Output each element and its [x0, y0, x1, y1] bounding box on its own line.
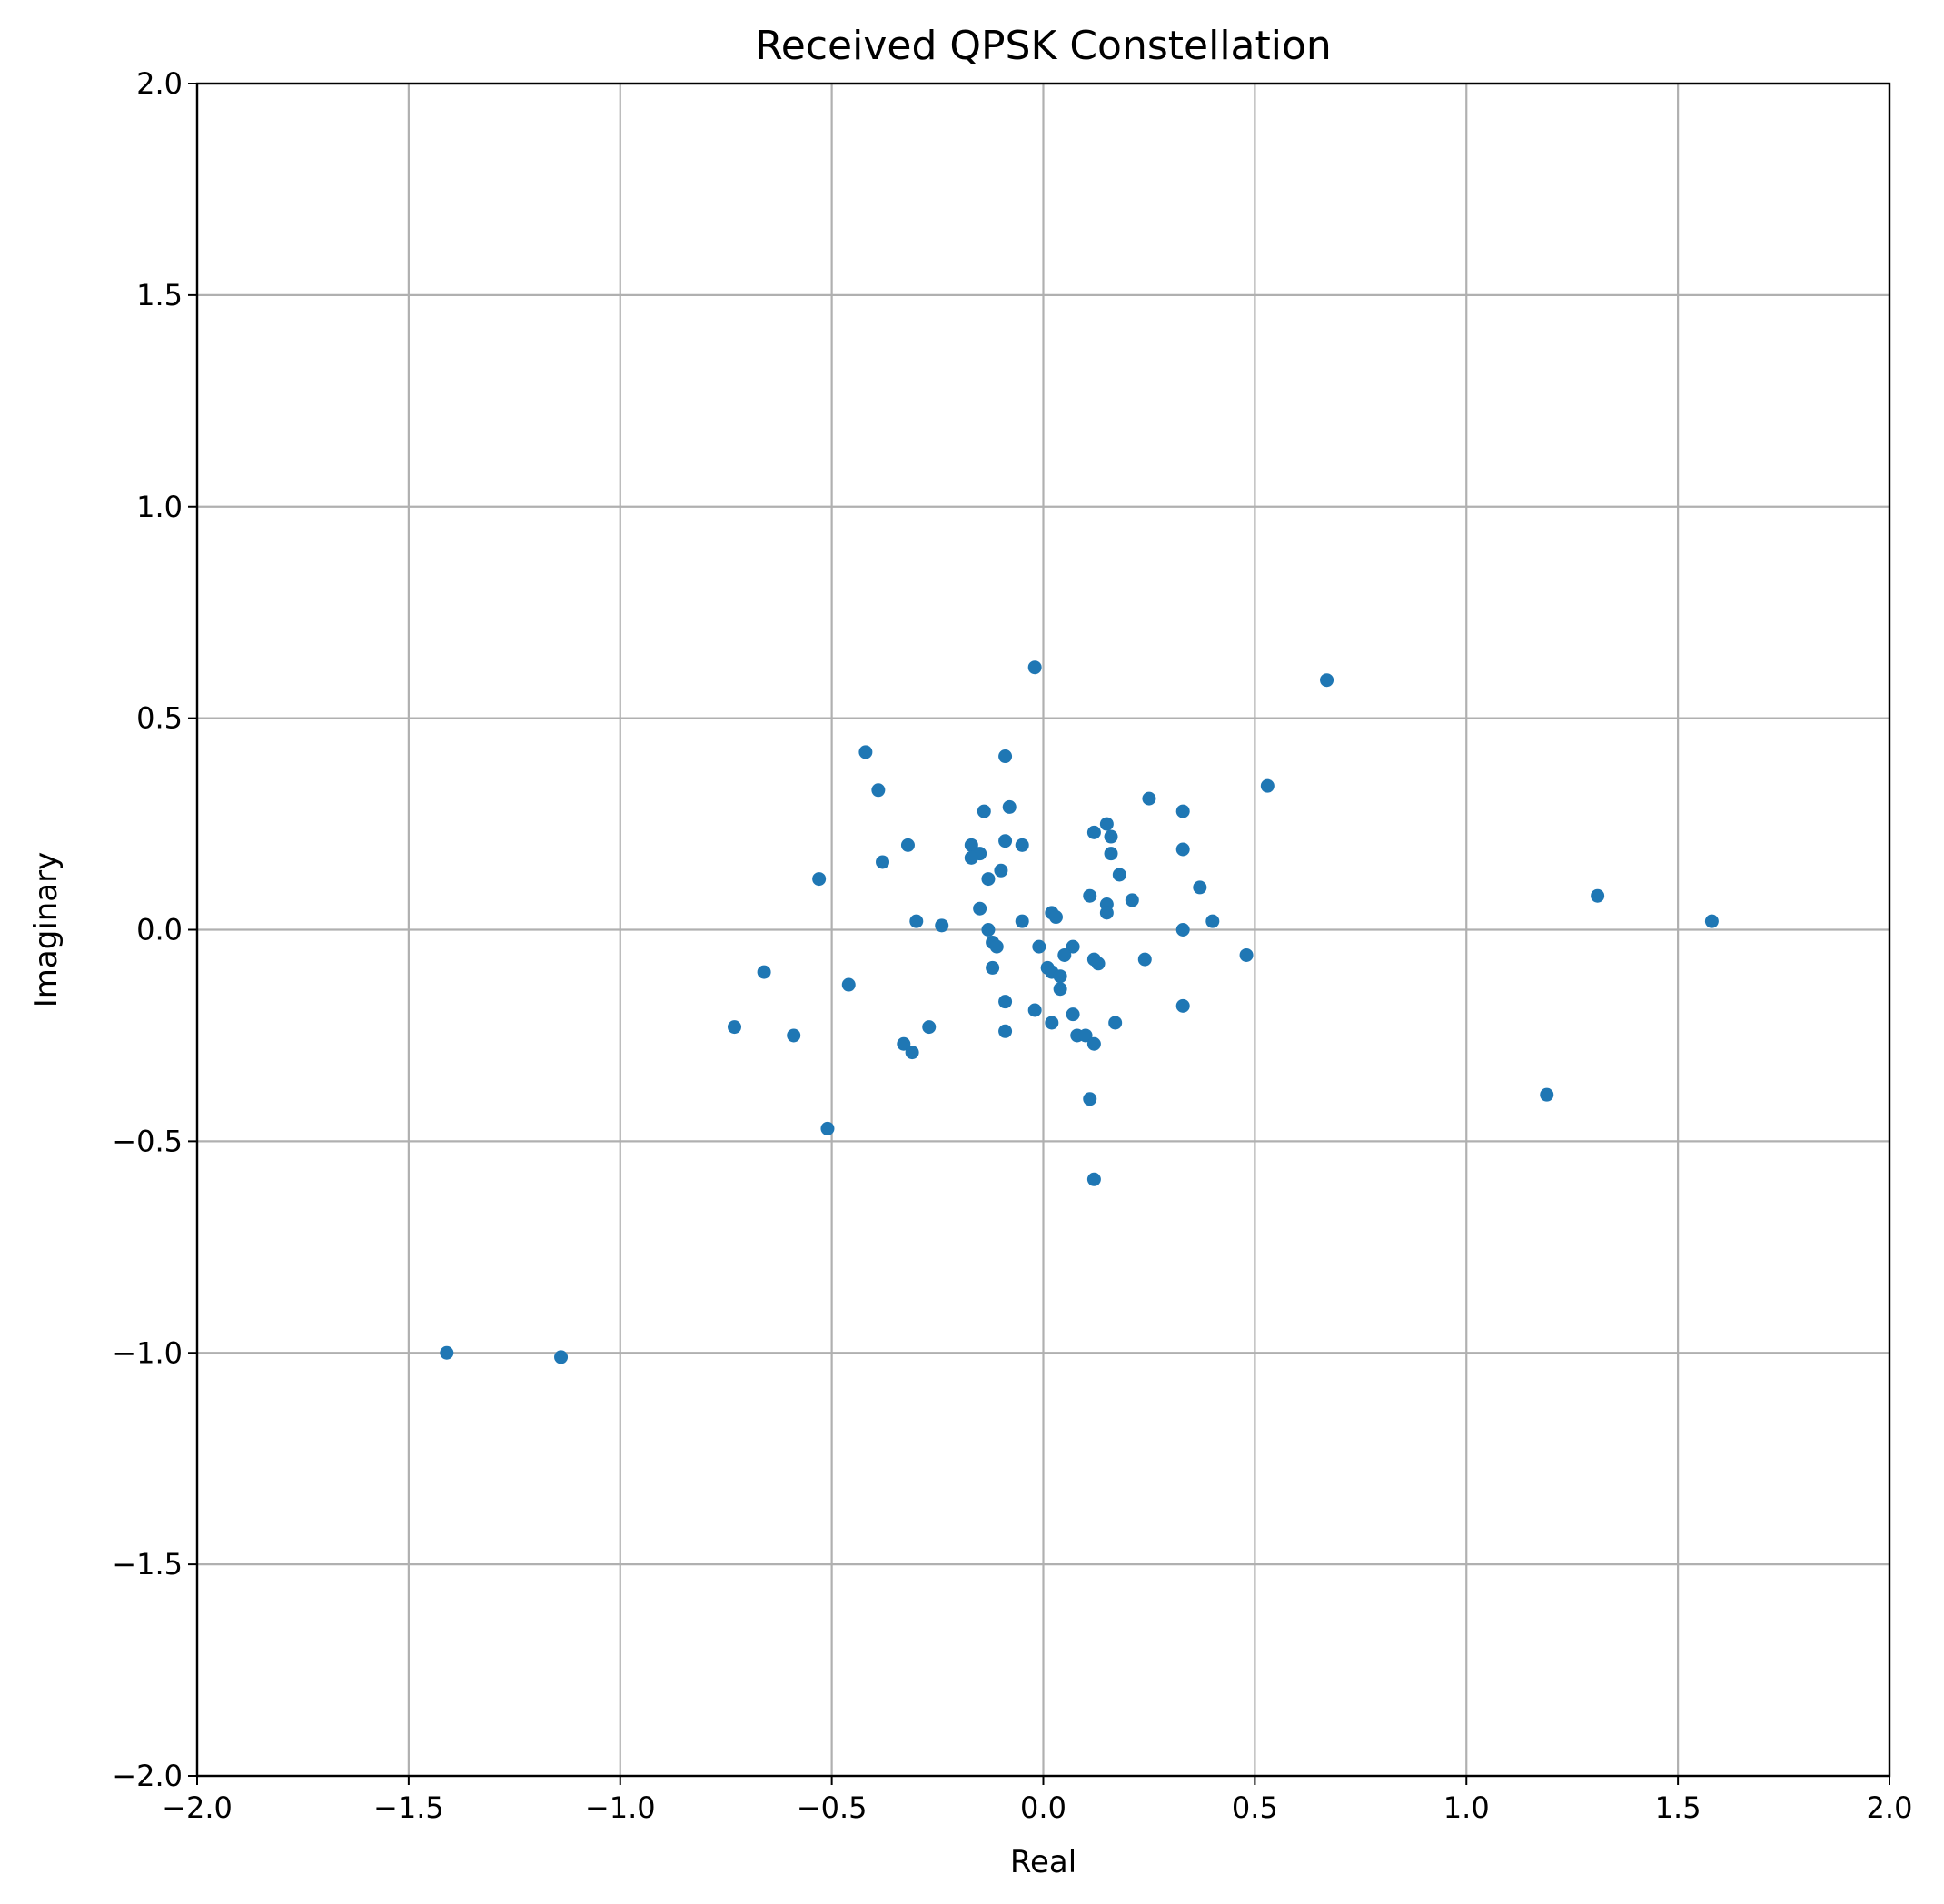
data-point [977, 804, 991, 818]
data-point [922, 1020, 937, 1035]
x-axis-ticks: −2.0 −1.5 −1.0 −0.5 0.0 0.5 1.0 1.5 2.0 [162, 1776, 1912, 1825]
y-tick-label: −2.0 [112, 1759, 183, 1793]
data-point [1027, 1003, 1042, 1017]
data-point [1591, 888, 1605, 903]
data-point [1015, 838, 1029, 852]
data-point [1175, 923, 1190, 937]
data-point [998, 1024, 1013, 1038]
x-tick-label: 0.5 [1232, 1790, 1278, 1825]
data-point [1104, 829, 1118, 844]
data-point [1066, 939, 1080, 954]
data-point [981, 872, 996, 887]
x-tick-label: −2.0 [162, 1790, 233, 1825]
x-tick-label: −1.0 [585, 1790, 656, 1825]
data-point [1032, 939, 1046, 954]
data-point [973, 901, 987, 916]
data-point [1057, 947, 1072, 962]
data-point [1091, 957, 1106, 971]
data-point [989, 939, 1004, 954]
data-point [757, 965, 771, 979]
data-point [1015, 914, 1029, 928]
data-point [1137, 952, 1152, 967]
y-tick-label: 0.5 [136, 701, 183, 736]
data-point [1108, 1016, 1123, 1030]
data-point [909, 914, 924, 928]
data-point [841, 977, 856, 992]
data-point [787, 1028, 801, 1043]
data-point [1083, 1092, 1097, 1106]
y-tick-label: 1.0 [136, 490, 183, 524]
data-point [1175, 804, 1190, 818]
data-point [935, 918, 949, 933]
data-point [1125, 893, 1139, 907]
grid [195, 82, 1891, 1778]
data-point [1099, 817, 1114, 831]
data-point [1193, 880, 1207, 895]
data-point [1002, 799, 1017, 814]
data-point [1142, 791, 1156, 806]
y-tick-label: −0.5 [112, 1124, 183, 1158]
y-axis-ticks: −2.0 −1.5 −1.0 −0.5 0.0 0.5 1.0 1.5 2.0 [112, 66, 197, 1793]
data-point [1112, 868, 1126, 882]
data-point [1540, 1087, 1554, 1102]
data-point [1704, 914, 1719, 928]
data-point [1066, 1007, 1080, 1022]
data-point [820, 1121, 835, 1135]
data-point [1104, 847, 1118, 861]
data-point [1099, 906, 1114, 920]
data-point [1048, 910, 1063, 925]
x-axis-label: Real [1010, 1844, 1076, 1880]
data-point [981, 923, 996, 937]
data-point [1083, 888, 1097, 903]
data-point [900, 838, 915, 852]
y-tick-label: 1.5 [136, 278, 183, 312]
y-tick-label: 0.0 [136, 913, 183, 947]
y-axis-label: Imaginary [28, 852, 64, 1008]
x-tick-label: −0.5 [797, 1790, 868, 1825]
data-point [1045, 1016, 1059, 1030]
data-point [1320, 673, 1334, 688]
data-point [1053, 982, 1067, 997]
data-point [554, 1350, 569, 1364]
data-point [728, 1020, 742, 1035]
data-point [964, 838, 978, 852]
data-point [812, 872, 827, 887]
x-tick-label: 1.0 [1443, 1790, 1490, 1825]
data-point [876, 855, 890, 869]
data-point [440, 1345, 454, 1360]
data-point [1086, 825, 1101, 839]
y-tick-label: −1.0 [112, 1335, 183, 1370]
y-tick-label: 2.0 [136, 66, 183, 101]
data-point [1086, 1172, 1101, 1186]
data-point [998, 995, 1013, 1009]
y-tick-label: −1.5 [112, 1547, 183, 1582]
data-point [1027, 660, 1042, 675]
data-point [1239, 947, 1254, 962]
data-point [1078, 1028, 1093, 1043]
x-tick-label: −1.5 [373, 1790, 444, 1825]
data-point [1205, 914, 1220, 928]
data-point [998, 834, 1013, 848]
data-point [858, 745, 873, 759]
data-point [1175, 842, 1190, 857]
x-tick-label: 1.5 [1655, 1790, 1701, 1825]
data-point [871, 783, 886, 798]
data-point [998, 749, 1013, 764]
chart-title: Received QPSK Constellation [755, 23, 1332, 69]
data-point [986, 960, 1000, 975]
x-tick-label: 2.0 [1867, 1790, 1913, 1825]
data-point [1175, 998, 1190, 1013]
data-points [440, 660, 1719, 1364]
data-point [1053, 969, 1067, 984]
data-point [994, 863, 1008, 878]
data-point [964, 850, 978, 865]
data-point [905, 1046, 919, 1060]
data-point [1260, 778, 1275, 793]
data-point [1086, 1036, 1101, 1051]
data-point [897, 1036, 911, 1051]
x-tick-label: 0.0 [1020, 1790, 1066, 1825]
